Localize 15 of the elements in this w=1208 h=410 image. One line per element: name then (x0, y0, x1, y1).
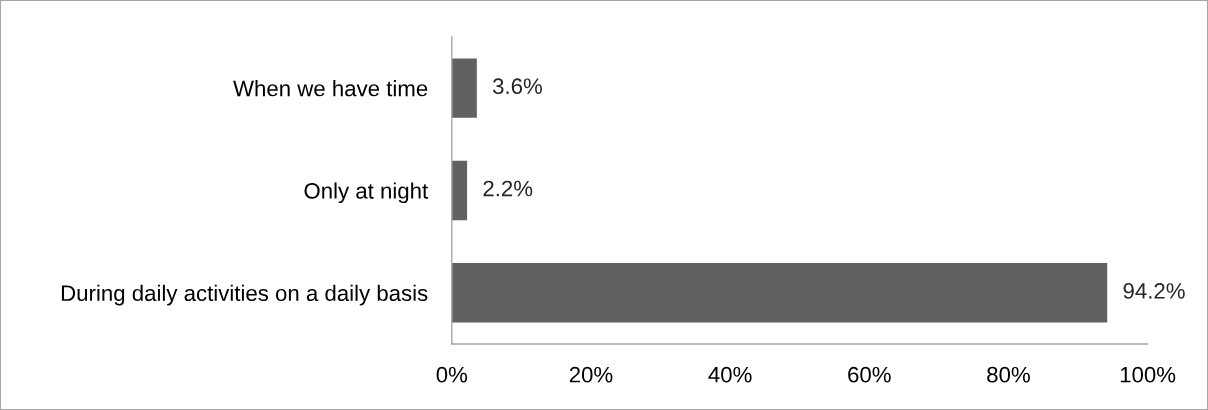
bar (451, 263, 1108, 323)
data-label: 2.2% (483, 180, 533, 197)
x-tick-label: 0% (436, 366, 468, 383)
x-tick-label: 60% (848, 366, 891, 383)
x-tick-label: 20% (569, 366, 613, 383)
y-tick-label: During daily activities on a daily basis (61, 284, 428, 306)
y-tick-label: Only at night (304, 182, 429, 204)
data-label: 94.2% (1123, 283, 1185, 299)
y-tick-label: When we have time (233, 80, 428, 97)
bar (451, 160, 468, 221)
x-tick-label: 80% (987, 366, 1030, 383)
bar (451, 58, 477, 118)
data-label: 3.6% (492, 78, 542, 95)
x-tick-label: 100% (1120, 366, 1176, 383)
x-tick-label: 40% (708, 366, 752, 383)
